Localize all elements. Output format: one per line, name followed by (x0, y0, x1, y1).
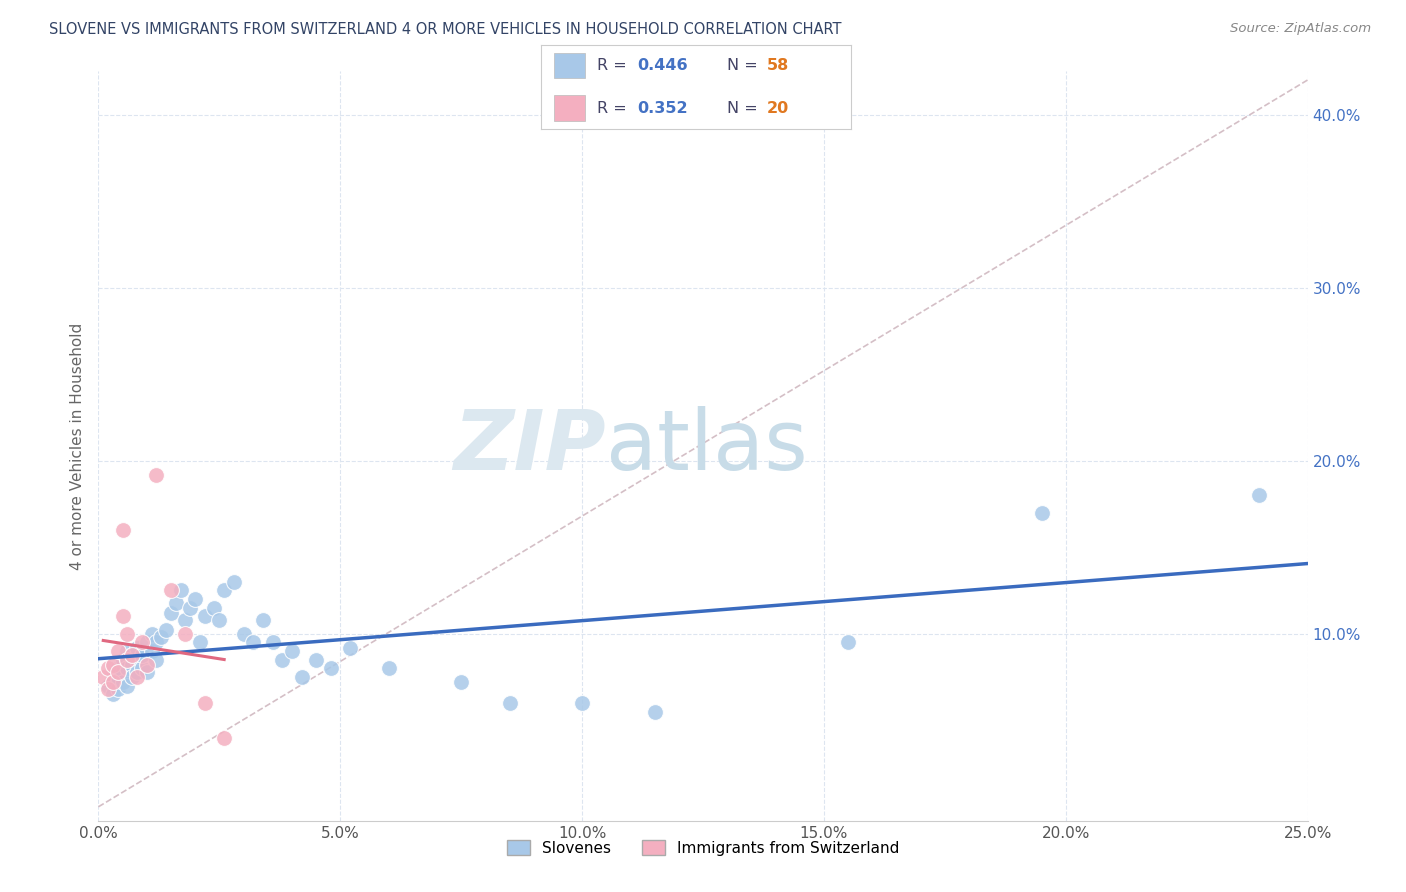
Point (160, 606, 183, 620)
Point (111, 675, 134, 690)
Point (179, 600, 201, 615)
Point (131, 661, 153, 675)
Point (111, 523, 134, 537)
Point (194, 609, 217, 624)
Point (97, 679, 120, 693)
Point (107, 661, 129, 675)
Point (155, 624, 177, 638)
Point (644, 705, 666, 719)
Y-axis label: 4 or more Vehicles in Household: 4 or more Vehicles in Household (70, 322, 86, 570)
Point (188, 635, 211, 649)
Text: N =: N = (727, 101, 763, 116)
Point (121, 648, 143, 662)
Text: R =: R = (598, 101, 631, 116)
Point (145, 653, 167, 667)
Point (281, 644, 304, 658)
Point (121, 657, 143, 672)
Text: 20: 20 (768, 101, 789, 116)
Text: 0.446: 0.446 (637, 58, 688, 73)
Text: 58: 58 (768, 58, 789, 73)
Text: atlas: atlas (606, 406, 808, 486)
Point (135, 665, 157, 679)
Point (91, 670, 114, 684)
Text: R =: R = (598, 58, 631, 73)
Point (160, 583, 183, 598)
Point (174, 613, 197, 627)
Point (97, 661, 120, 675)
Point (141, 626, 163, 640)
Point (498, 696, 520, 710)
Point (101, 687, 124, 701)
Point (127, 670, 149, 684)
Text: N =: N = (727, 58, 763, 73)
Point (169, 583, 191, 598)
Point (107, 670, 129, 684)
Bar (554, 95, 585, 120)
Point (165, 596, 187, 610)
Text: SLOVENE VS IMMIGRANTS FROM SWITZERLAND 4 OR MORE VEHICLES IN HOUSEHOLD CORRELATI: SLOVENE VS IMMIGRANTS FROM SWITZERLAND 4… (49, 22, 842, 37)
Point (271, 653, 294, 667)
Point (212, 731, 235, 745)
Point (131, 635, 153, 649)
Point (107, 665, 129, 679)
Point (111, 665, 134, 679)
Point (204, 600, 226, 615)
Point (1031, 506, 1053, 520)
Point (184, 592, 207, 607)
Point (150, 630, 173, 644)
Point (101, 670, 124, 684)
Point (107, 644, 129, 658)
Point (208, 613, 231, 627)
Text: 0.352: 0.352 (637, 101, 688, 116)
Point (305, 653, 328, 667)
Point (252, 613, 274, 627)
Point (97, 682, 120, 697)
Point (111, 653, 134, 667)
Point (121, 670, 143, 684)
Point (174, 626, 197, 640)
Point (127, 640, 149, 655)
Point (571, 696, 593, 710)
Point (145, 467, 167, 482)
Text: Source: ZipAtlas.com: Source: ZipAtlas.com (1230, 22, 1371, 36)
Point (377, 661, 399, 675)
Point (145, 635, 167, 649)
Legend: Slovenes, Immigrants from Switzerland: Slovenes, Immigrants from Switzerland (501, 834, 905, 862)
Point (135, 635, 157, 649)
Point (262, 635, 284, 649)
Point (1249, 488, 1271, 502)
Bar (554, 54, 585, 78)
Point (242, 635, 264, 649)
Point (111, 609, 134, 624)
Point (117, 653, 139, 667)
Point (135, 657, 157, 672)
Point (117, 661, 139, 675)
Text: ZIP: ZIP (454, 406, 606, 486)
Point (222, 574, 245, 589)
Point (339, 640, 361, 655)
Point (107, 682, 129, 697)
Point (131, 648, 153, 662)
Point (101, 675, 124, 690)
Point (212, 583, 235, 598)
Point (117, 679, 139, 693)
Point (450, 675, 472, 690)
Point (837, 635, 859, 649)
Point (141, 644, 163, 658)
Point (290, 670, 312, 684)
Point (194, 696, 217, 710)
Point (232, 626, 254, 640)
Point (127, 653, 149, 667)
Point (117, 644, 139, 658)
Point (117, 626, 139, 640)
Point (121, 648, 143, 662)
Point (319, 661, 342, 675)
Point (101, 657, 124, 672)
Point (127, 665, 149, 679)
